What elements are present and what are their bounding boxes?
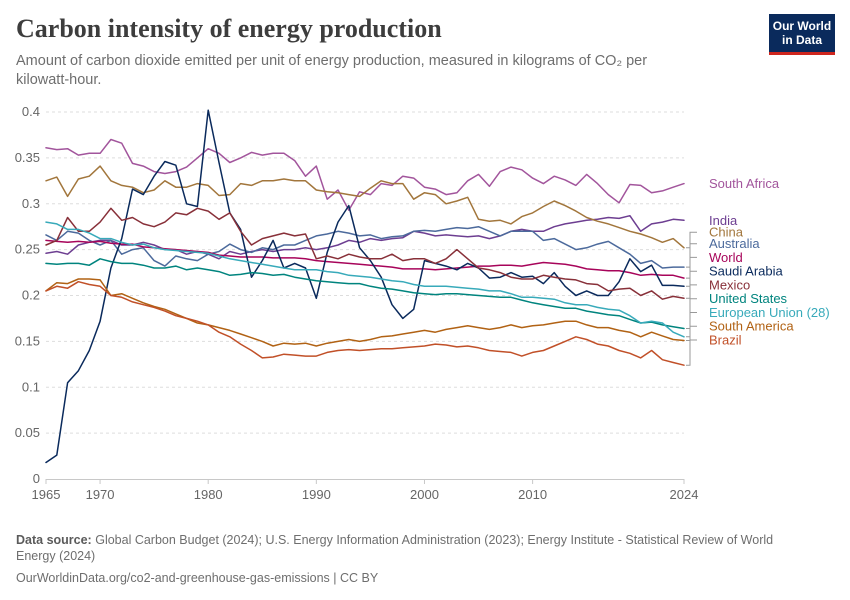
series-label[interactable]: European Union (28) (709, 305, 830, 320)
label-connector (686, 243, 697, 268)
label-connector (686, 325, 697, 341)
series-label[interactable]: India (709, 213, 738, 228)
chart-title: Carbon intensity of energy production (16, 14, 442, 43)
y-tick-label: 0.3 (22, 196, 40, 211)
series-label[interactable]: United States (709, 291, 788, 306)
y-tick-label: 0.05 (15, 425, 40, 440)
series-line-european-union-28[interactable] (45, 221, 685, 338)
series-line-south-africa[interactable] (45, 138, 685, 211)
source-url[interactable]: OurWorldinData.org/co2-and-greenhouse-ga… (16, 571, 379, 585)
y-tick-label: 0.25 (15, 242, 40, 257)
series-line-world[interactable] (45, 239, 685, 279)
x-tick-label: 1970 (86, 487, 115, 502)
series-line-brazil[interactable] (45, 280, 685, 366)
series-label[interactable]: Brazil (709, 332, 742, 347)
y-tick-label: 0.1 (22, 379, 40, 394)
x-tick-label: 2010 (518, 487, 547, 502)
chart-subtitle: Amount of carbon dioxide emitted per uni… (16, 53, 648, 88)
label-connector (686, 270, 697, 287)
y-tick-label: 0.4 (22, 104, 40, 119)
series-line-united-states[interactable] (45, 258, 685, 330)
source-text: Global Carbon Budget (2024); U.S. Energy… (16, 533, 774, 563)
label-connector (686, 284, 697, 299)
series-line-australia[interactable] (45, 225, 685, 269)
series-label[interactable]: South America (709, 319, 794, 334)
data-source: Data source: Global Carbon Budget (2024)… (16, 532, 806, 564)
x-tick-label: 2000 (410, 487, 439, 502)
owid-logo[interactable]: Our World in Data (769, 14, 835, 55)
label-connector (686, 256, 697, 279)
logo-line-1: Our World (772, 19, 832, 33)
x-tick-label: 1980 (194, 487, 223, 502)
x-tick-label: 2024 (670, 487, 699, 502)
y-tick-label: 0 (33, 471, 40, 486)
logo-line-2: in Data (781, 33, 822, 47)
label-connector (686, 339, 697, 366)
series-label[interactable]: South Africa (709, 176, 780, 191)
y-tick-label: 0.35 (15, 150, 40, 165)
y-tick-label: 0.2 (22, 288, 40, 303)
series-line-india[interactable] (45, 214, 685, 260)
series-line-saudi-arabia[interactable] (45, 109, 685, 464)
label-connector (686, 298, 697, 329)
label-connector (686, 312, 697, 338)
series-label[interactable]: China (709, 225, 744, 240)
label-connector (686, 231, 697, 249)
series-line-south-america[interactable] (45, 278, 685, 347)
series-line-mexico[interactable] (45, 207, 685, 300)
x-tick-label: 1965 (32, 487, 61, 502)
series-label[interactable]: Saudi Arabia (709, 264, 783, 279)
series-label[interactable]: Australia (709, 236, 760, 251)
series-line-china[interactable] (45, 165, 685, 249)
source-label: Data source: (16, 533, 92, 547)
y-tick-label: 0.15 (15, 333, 40, 348)
chart-footer: Data source: Global Carbon Budget (2024)… (16, 532, 806, 586)
series-label[interactable]: Mexico (709, 277, 750, 292)
series-label[interactable]: World (709, 250, 743, 265)
x-tick-label: 1990 (302, 487, 331, 502)
